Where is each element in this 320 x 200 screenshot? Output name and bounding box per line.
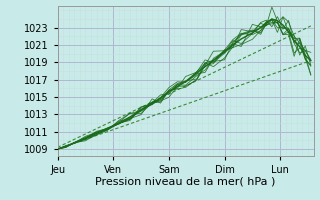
X-axis label: Pression niveau de la mer( hPa ): Pression niveau de la mer( hPa ): [95, 176, 276, 186]
